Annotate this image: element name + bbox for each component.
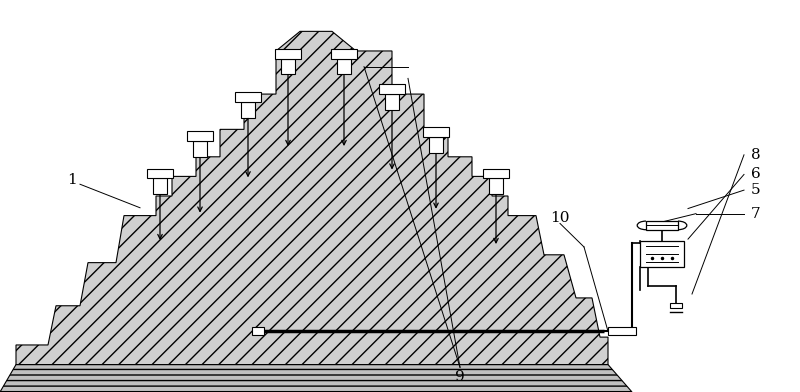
Bar (337, 59, 351, 74)
Text: 6: 6 (751, 167, 761, 181)
Bar (252, 327, 264, 335)
Bar (429, 137, 443, 153)
Bar (281, 59, 295, 74)
Polygon shape (0, 365, 632, 392)
Bar (193, 141, 207, 157)
Bar (147, 169, 173, 178)
Text: 1: 1 (67, 173, 77, 187)
Bar (640, 241, 684, 267)
Bar (385, 94, 399, 110)
Text: 9: 9 (455, 370, 465, 384)
Bar (241, 102, 255, 118)
Bar (483, 169, 509, 178)
Bar (331, 49, 357, 59)
Bar (608, 327, 636, 335)
Bar (153, 178, 167, 194)
Bar (275, 49, 301, 59)
Text: 5: 5 (751, 183, 761, 197)
Bar (670, 303, 682, 308)
Text: 10: 10 (550, 211, 570, 225)
Polygon shape (16, 31, 608, 365)
Bar (646, 221, 678, 230)
Text: 7: 7 (751, 207, 761, 221)
Bar (379, 84, 405, 94)
Text: 8: 8 (751, 148, 761, 162)
Bar (423, 127, 449, 137)
Bar (489, 178, 503, 194)
Bar (187, 131, 213, 141)
Bar (235, 92, 261, 102)
